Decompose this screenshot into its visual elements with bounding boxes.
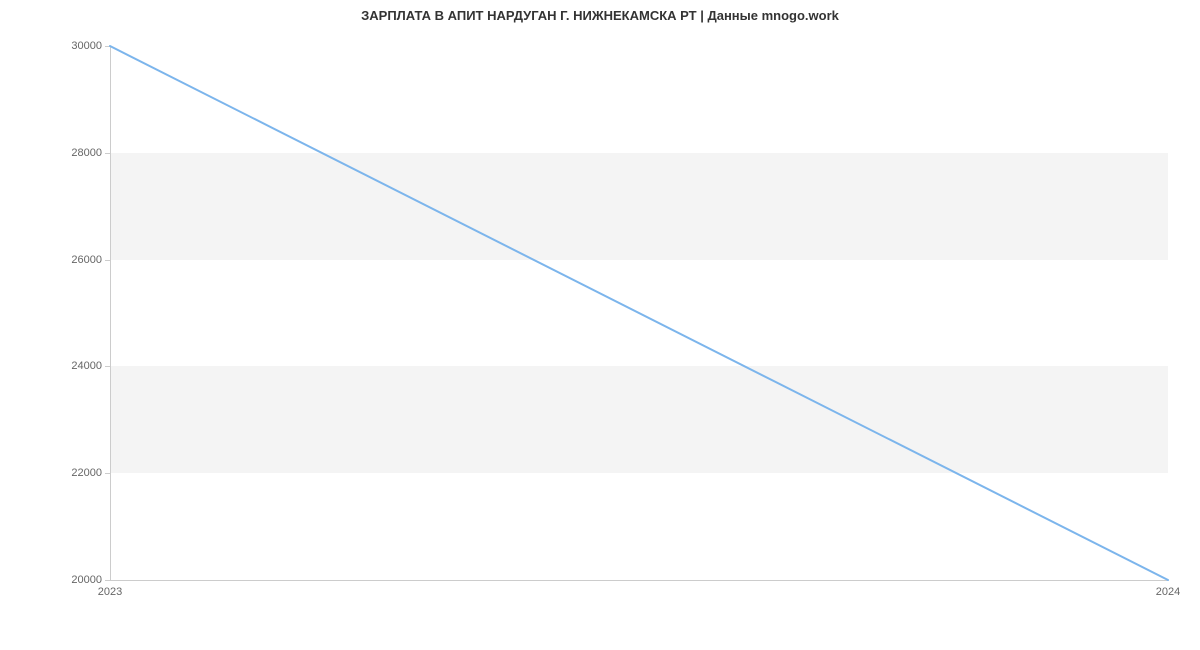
y-tick-label: 22000 <box>71 467 102 479</box>
x-tick-label: 2024 <box>1156 586 1180 598</box>
x-tick-label: 2023 <box>98 586 122 598</box>
y-tick-label: 20000 <box>71 574 102 586</box>
y-tick-mark <box>105 580 110 581</box>
plot-area: 20000220002400026000280003000020232024 <box>110 46 1168 580</box>
salary-chart: ЗАРПЛАТА В АПИТ НАРДУГАН Г. НИЖНЕКАМСКА … <box>0 0 1200 650</box>
y-tick-label: 26000 <box>71 254 102 266</box>
y-tick-label: 28000 <box>71 147 102 159</box>
y-tick-label: 24000 <box>71 360 102 372</box>
line-series <box>110 46 1168 580</box>
chart-title: ЗАРПЛАТА В АПИТ НАРДУГАН Г. НИЖНЕКАМСКА … <box>0 8 1200 23</box>
x-axis-line <box>110 580 1168 581</box>
y-tick-label: 30000 <box>71 40 102 52</box>
